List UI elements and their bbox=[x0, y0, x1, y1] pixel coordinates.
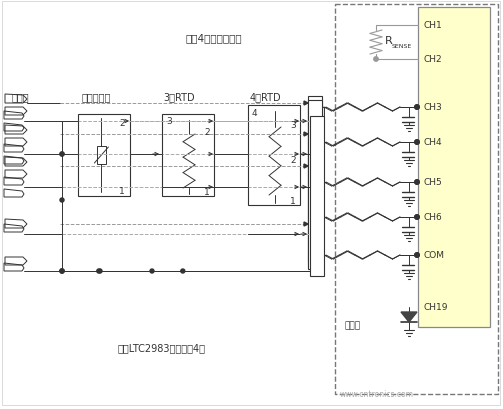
Bar bbox=[308, 97, 322, 261]
Circle shape bbox=[415, 253, 419, 258]
Bar bbox=[248, 106, 300, 205]
Bar bbox=[308, 106, 322, 267]
Polygon shape bbox=[304, 102, 308, 106]
Polygon shape bbox=[304, 222, 308, 227]
Bar bbox=[162, 115, 214, 196]
Text: CH3: CH3 bbox=[424, 103, 443, 112]
Text: 所有4组传感器共用: 所有4组传感器共用 bbox=[185, 33, 241, 43]
Circle shape bbox=[60, 198, 64, 202]
Text: 1: 1 bbox=[119, 187, 125, 196]
Polygon shape bbox=[304, 133, 308, 137]
Text: 1: 1 bbox=[290, 197, 296, 206]
Circle shape bbox=[415, 106, 419, 110]
Circle shape bbox=[415, 180, 419, 185]
Polygon shape bbox=[103, 148, 109, 154]
Text: 3: 3 bbox=[290, 121, 296, 130]
Text: R: R bbox=[385, 36, 393, 46]
Text: 冷接点: 冷接点 bbox=[345, 321, 361, 330]
Circle shape bbox=[415, 140, 419, 145]
Bar bbox=[418, 8, 490, 327]
Circle shape bbox=[60, 270, 64, 273]
Circle shape bbox=[97, 270, 101, 273]
Circle shape bbox=[60, 153, 64, 157]
Text: 3线RTD: 3线RTD bbox=[163, 92, 195, 102]
Text: CH5: CH5 bbox=[424, 178, 443, 187]
Text: 热敏电阻器: 热敏电阻器 bbox=[82, 92, 111, 102]
Text: CH1: CH1 bbox=[424, 21, 443, 30]
Polygon shape bbox=[401, 312, 417, 322]
Text: CH4: CH4 bbox=[424, 138, 443, 147]
Circle shape bbox=[181, 270, 185, 273]
Polygon shape bbox=[304, 164, 308, 169]
Circle shape bbox=[60, 270, 64, 273]
Text: www.cntronics.com: www.cntronics.com bbox=[340, 389, 414, 398]
Text: 3: 3 bbox=[166, 117, 172, 126]
Text: 热电偶: 热电偶 bbox=[12, 92, 30, 102]
Bar bbox=[308, 101, 322, 270]
Text: 每个LTC2983连接多达4组: 每个LTC2983连接多达4组 bbox=[118, 342, 206, 352]
Text: 4线RTD: 4线RTD bbox=[250, 92, 282, 102]
Text: COM: COM bbox=[424, 251, 445, 260]
Circle shape bbox=[60, 270, 64, 273]
Text: CH2: CH2 bbox=[424, 55, 443, 64]
Circle shape bbox=[60, 153, 64, 157]
Circle shape bbox=[374, 58, 378, 62]
Circle shape bbox=[415, 215, 419, 220]
Circle shape bbox=[415, 180, 419, 185]
Text: 2: 2 bbox=[119, 118, 125, 127]
Text: SENSE: SENSE bbox=[392, 43, 412, 48]
Bar bbox=[97, 147, 106, 164]
Text: 1: 1 bbox=[204, 188, 210, 197]
Circle shape bbox=[150, 270, 154, 273]
Bar bbox=[310, 117, 324, 276]
Circle shape bbox=[415, 106, 419, 110]
Circle shape bbox=[415, 140, 419, 145]
Bar bbox=[335, 5, 498, 394]
Text: CH6: CH6 bbox=[424, 213, 443, 222]
Bar bbox=[78, 115, 130, 196]
Text: 2: 2 bbox=[290, 156, 296, 165]
Circle shape bbox=[415, 215, 419, 220]
Text: CH19: CH19 bbox=[424, 303, 449, 312]
Circle shape bbox=[415, 253, 419, 258]
Text: 4: 4 bbox=[252, 108, 258, 117]
Circle shape bbox=[98, 270, 102, 273]
Text: 2: 2 bbox=[204, 128, 210, 137]
